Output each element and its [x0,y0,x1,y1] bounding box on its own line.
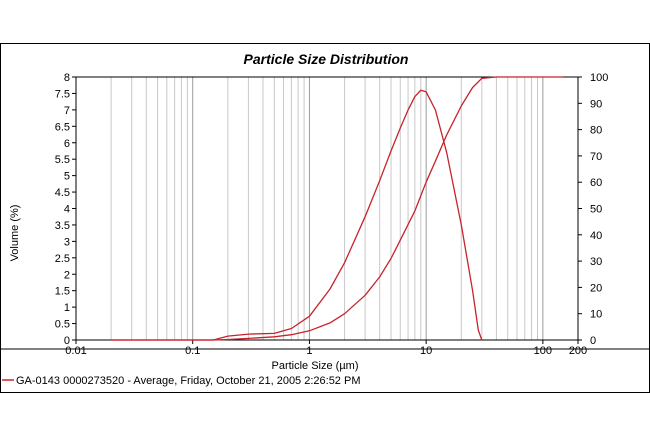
y-axis-title: Volume (%) [9,205,21,262]
y2-tick-label: 90 [590,98,602,110]
x-tick-label: 1 [306,345,312,357]
y2-tick-label: 0 [590,335,596,347]
y2-tick-label: 70 [590,151,602,163]
y2-tick-label: 10 [590,309,602,321]
y-tick-label: 0 [64,335,70,347]
y-tick-label: 3 [64,236,70,248]
y-tick-label: 4.5 [55,187,70,199]
y-tick-label: 4 [64,204,70,216]
grid [75,77,579,340]
y-tick-label: 0.5 [55,319,70,331]
y2-tick-label: 60 [590,177,602,189]
legend-label: GA-0143 0000273520 - Average, Friday, Oc… [16,375,361,387]
y-tick-label: 7 [64,105,70,117]
y2-tick-label: 40 [590,230,602,242]
y-tick-label: 8 [64,72,70,84]
chart-frame: Particle Size Distribution 0 0.5 1 1.5 2 2.5 3… [0,43,650,393]
y-tick-label: 1 [64,302,70,314]
y2-tick-label: 100 [590,72,608,84]
y-tick-label: 7.5 [55,88,70,100]
chart-title: Particle Size Distribution [244,51,409,67]
y2-tick-label: 20 [590,282,602,294]
y2-tick-label: 50 [590,204,602,216]
x-tick-label: 0.01 [65,345,86,357]
y-tick-label: 5 [64,171,70,183]
y-tick-label: 6.5 [55,121,70,133]
y-tick-label: 2 [64,269,70,281]
y2-tick-label: 80 [590,125,602,137]
y-tick-label: 2.5 [55,253,70,265]
x-tick-label: 10 [420,345,432,357]
x-tick-label: 200 [569,345,587,357]
series-lines [111,76,564,341]
x-tick-label: 0.1 [185,345,200,357]
y-tick-label: 3.5 [55,220,70,232]
y-tick-label: 6 [64,138,70,150]
series-line-cumulative [111,76,564,341]
legend: GA-0143 0000273520 - Average, Friday, Oc… [2,375,361,387]
y-tick-label: 5.5 [55,154,70,166]
particle-size-chart: Particle Size Distribution 0 0.5 1 1.5 2 2.5 3… [0,43,650,393]
x-tick-label: 100 [534,345,552,357]
y-tick-label: 1.5 [55,286,70,298]
series-line-volume [111,89,483,341]
y2-tick-label: 30 [590,256,602,268]
chart-border [0,43,650,393]
axes: 00.511.522.533.544.555.566.577.580102030… [55,72,609,357]
x-axis-title: Particle Size (µm) [271,360,358,372]
